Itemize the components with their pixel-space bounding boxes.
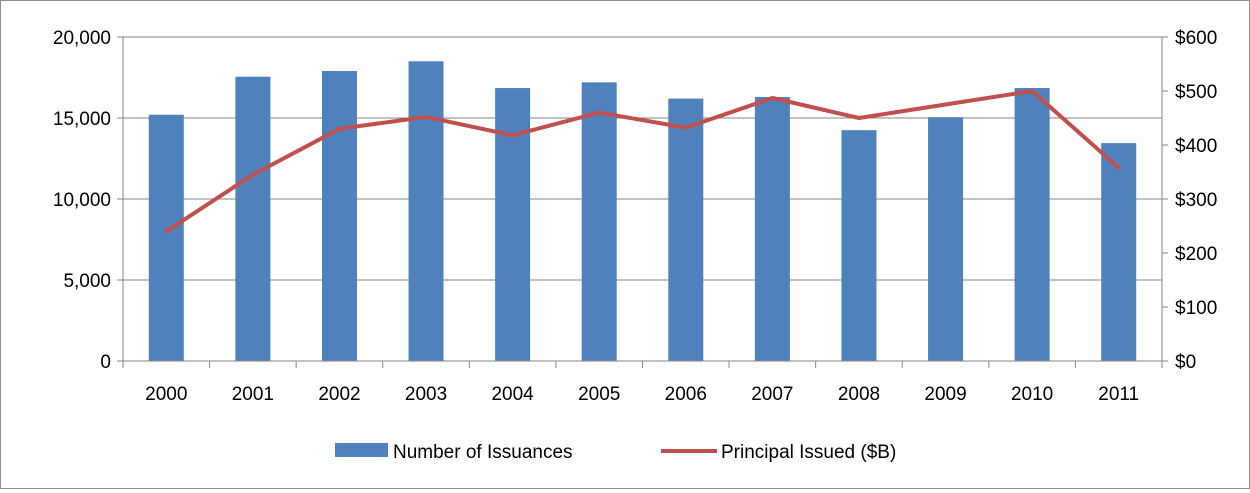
y-left-tick-label: 10,000	[53, 190, 111, 211]
bar	[1101, 143, 1137, 361]
legend-swatch-bar	[335, 443, 388, 457]
x-tick-label: 2003	[405, 384, 447, 405]
bar	[1014, 88, 1050, 361]
bar	[495, 88, 531, 361]
x-tick-label: 2002	[318, 384, 360, 405]
y-right-tick-label: $400	[1175, 136, 1217, 157]
x-tick-label: 2011	[1098, 384, 1139, 405]
bar	[841, 130, 877, 361]
y-right-tick-label: $600	[1175, 28, 1217, 49]
y-left-tick-label: 15,000	[53, 109, 111, 130]
bar	[235, 76, 271, 361]
legend-label-line: Principal Issued ($B)	[721, 442, 896, 463]
x-tick-label: 2005	[578, 384, 620, 405]
bar-series	[148, 61, 1137, 362]
x-tick-label: 2008	[838, 384, 880, 405]
y-left-tick-label: 5,000	[63, 271, 111, 292]
x-tick-label: 2009	[924, 384, 966, 405]
bar	[928, 117, 964, 361]
bar	[321, 71, 357, 362]
gridlines	[123, 36, 1162, 362]
legend: Number of Issuances Principal Issued ($B)	[335, 442, 896, 463]
y-right-tick-label: $0	[1175, 352, 1196, 373]
bar	[668, 98, 704, 361]
bar	[148, 114, 184, 361]
series-line	[164, 89, 1121, 234]
x-tick-label: 2010	[1011, 384, 1053, 405]
bar	[408, 61, 444, 362]
x-tick-label: 2004	[491, 384, 534, 405]
bar	[754, 96, 790, 361]
y-left-tick-label: 20,000	[53, 28, 111, 49]
axes: 0 5,000 10,000 15,000 20,000 $0 $100 $200 $300 $4…	[53, 28, 1217, 405]
y-right-tick-label: $300	[1175, 190, 1217, 211]
legend-label-bar: Number of Issuances	[393, 442, 573, 463]
line-series	[164, 89, 1121, 234]
x-tick-label: 2000	[145, 384, 187, 405]
bar	[581, 82, 617, 362]
y-right-tick-label: $500	[1175, 82, 1217, 103]
x-tick-label: 2006	[665, 384, 707, 405]
y-left-tick-label: 0	[100, 352, 111, 373]
x-tick-label: 2007	[751, 384, 793, 405]
y-right-tick-label: $200	[1175, 244, 1217, 265]
y-right-tick-label: $100	[1175, 298, 1217, 319]
x-tick-label: 2001	[232, 384, 274, 405]
